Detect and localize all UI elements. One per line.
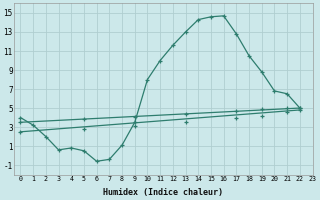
X-axis label: Humidex (Indice chaleur): Humidex (Indice chaleur)	[103, 188, 223, 197]
